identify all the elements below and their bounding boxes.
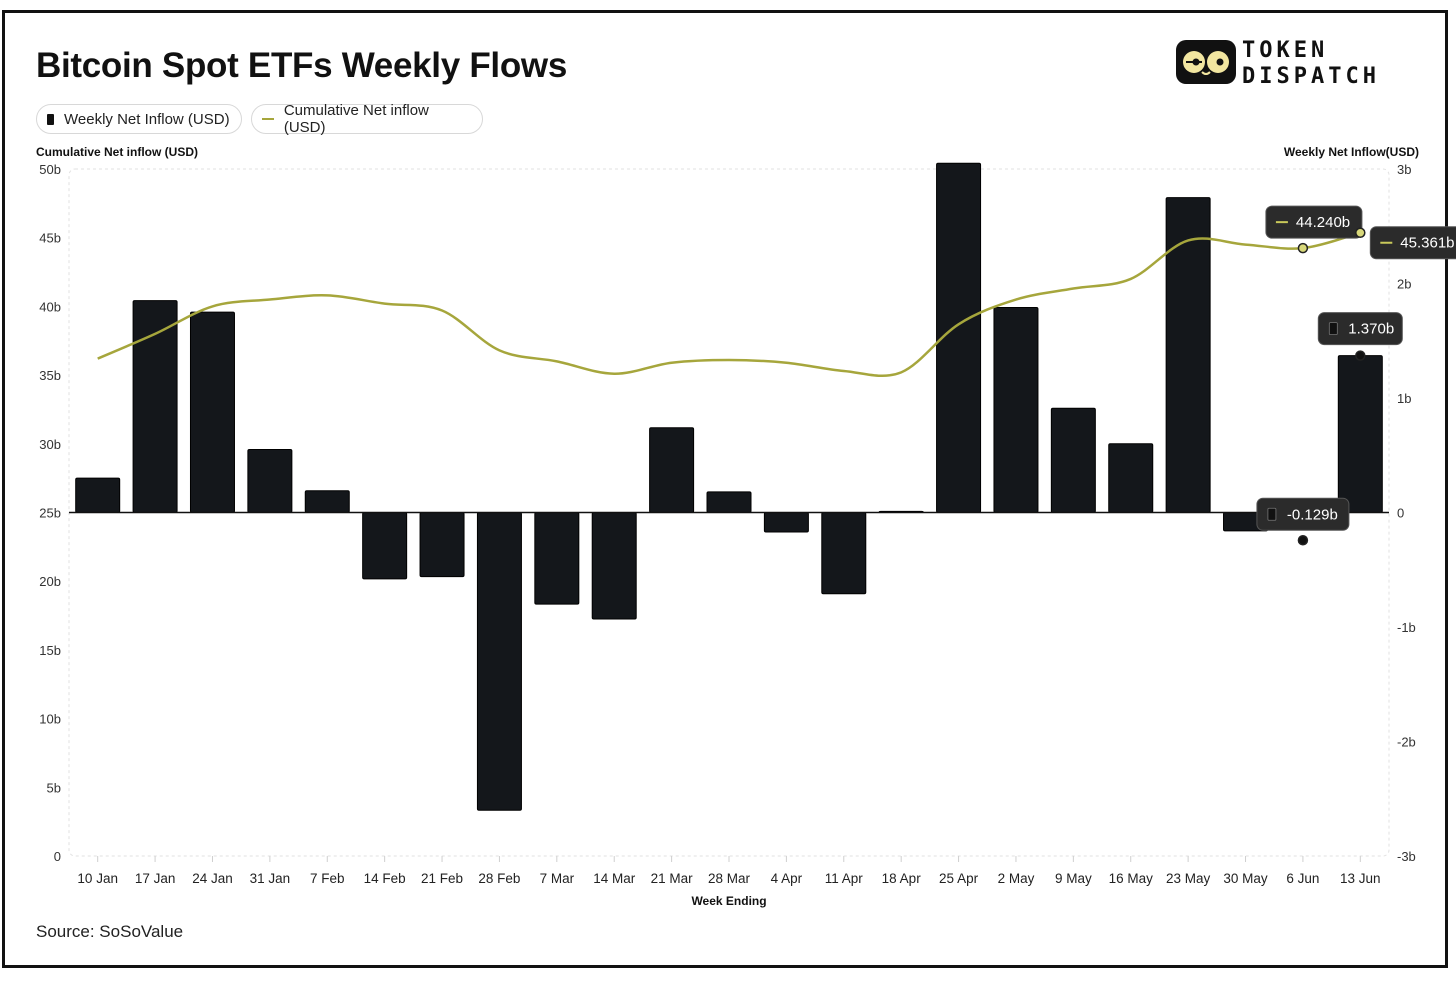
tooltip-label: -0.129b xyxy=(1287,506,1338,523)
tooltip-weekly: 1.370b xyxy=(1317,312,1403,361)
x-tick-label: 28 Feb xyxy=(478,871,520,886)
right-tick-label: 3b xyxy=(1397,162,1411,177)
x-axis-title: Week Ending xyxy=(691,894,766,908)
x-tick-label: 16 May xyxy=(1109,871,1154,886)
x-tick-label: 17 Jan xyxy=(135,871,176,886)
left-tick-label: 45b xyxy=(39,231,61,246)
bar-23-may xyxy=(1165,197,1211,513)
right-tick-label: 1b xyxy=(1397,391,1411,406)
bar-11-apr xyxy=(821,512,867,595)
tooltip-marker xyxy=(1297,242,1309,254)
bar-16-may xyxy=(1108,443,1154,513)
x-tick-label: 7 Feb xyxy=(310,871,345,886)
legend-label-weekly: Weekly Net Inflow (USD) xyxy=(64,110,230,128)
tooltip-marker xyxy=(1355,350,1366,361)
source-note: Source: SoSoValue xyxy=(36,922,184,941)
left-tick-label: 20b xyxy=(39,574,61,589)
tooltip-marker xyxy=(1297,535,1309,546)
token-dispatch-logo: TOKEN DISPATCH xyxy=(1176,38,1416,90)
left-tick-label: 25b xyxy=(39,506,61,521)
x-tick-label: 28 Mar xyxy=(708,871,751,886)
bar-2-may xyxy=(993,307,1039,514)
x-tick-label: 10 Jan xyxy=(77,871,118,886)
right-tick-label: -1b xyxy=(1397,620,1416,635)
x-tick-label: 2 May xyxy=(998,871,1035,886)
x-tick-label: 25 Apr xyxy=(939,871,979,886)
tooltip-marker xyxy=(1355,227,1366,238)
bar-7-feb xyxy=(304,490,350,513)
bar-24-jan xyxy=(189,311,235,513)
bar-14-mar xyxy=(591,512,637,620)
logo-eyes-icon xyxy=(1176,40,1236,84)
x-tick-label: 30 May xyxy=(1223,871,1268,886)
left-tick-label: 5b xyxy=(47,780,61,795)
bar-9-may xyxy=(1050,407,1096,513)
left-tick-label: 40b xyxy=(39,299,61,314)
legend-item-cumulative[interactable]: Cumulative Net inflow (USD) xyxy=(251,102,483,136)
left-tick-label: 35b xyxy=(39,368,61,383)
x-tick-label: 11 Apr xyxy=(825,871,864,886)
right-tick-label: -3b xyxy=(1397,849,1416,864)
x-tick-label: 18 Apr xyxy=(882,871,922,886)
x-tick-label: 4 Apr xyxy=(771,871,803,886)
logo-line-2: DISPATCH xyxy=(1242,64,1380,89)
x-tick-label: 23 May xyxy=(1166,871,1211,886)
x-tick-label: 14 Mar xyxy=(593,871,636,886)
x-tick-label: 31 Jan xyxy=(250,871,291,886)
bar-28-mar xyxy=(706,491,752,514)
left-axis-title: Cumulative Net inflow (USD) xyxy=(36,145,199,159)
legend-bar-swatch xyxy=(47,113,54,125)
right-tick-label: 2b xyxy=(1397,277,1411,292)
tooltip-box xyxy=(1265,205,1363,239)
tooltip-label: 44.240b xyxy=(1296,214,1350,231)
right-tick-label: 0 xyxy=(1397,506,1404,521)
tooltip-cumulative: 44.240b xyxy=(1265,205,1363,254)
bar-17-jan xyxy=(132,300,178,513)
x-tick-label: 13 Jun xyxy=(1340,871,1381,886)
legend-item-weekly[interactable]: Weekly Net Inflow (USD) xyxy=(36,104,242,134)
x-tick-label: 14 Feb xyxy=(364,871,406,886)
tooltip-label: 45.361b xyxy=(1400,235,1454,252)
left-tick-label: 10b xyxy=(39,712,61,727)
tooltip-weekly: -0.129b xyxy=(1256,497,1350,546)
tooltip-box xyxy=(1317,312,1403,346)
right-tick-label: -2b xyxy=(1397,735,1416,750)
tooltip-box xyxy=(1369,226,1456,260)
bar-21-feb xyxy=(419,512,465,578)
left-tick-label: 30b xyxy=(39,437,61,452)
bar-31-jan xyxy=(247,449,293,513)
x-tick-label: 6 Jun xyxy=(1286,871,1319,886)
bar-14-feb xyxy=(362,512,408,580)
x-tick-label: 24 Jan xyxy=(192,871,233,886)
logo-wordmark: TOKEN DISPATCH xyxy=(1242,38,1380,90)
x-tick-label: 21 Mar xyxy=(651,871,694,886)
x-tick-label: 21 Feb xyxy=(421,871,463,886)
chart-title: Bitcoin Spot ETFs Weekly Flows xyxy=(36,46,567,85)
tooltip-bar-swatch xyxy=(1267,507,1277,521)
tooltip-bar-swatch xyxy=(1328,322,1338,336)
bar-4-apr xyxy=(763,512,809,533)
left-tick-label: 50b xyxy=(39,162,61,177)
logo-line-1: TOKEN xyxy=(1242,38,1329,63)
bar-21-mar xyxy=(649,427,695,513)
legend-label-cumulative: Cumulative Net inflow (USD) xyxy=(283,102,429,136)
right-axis-title: Weekly Net Inflow(USD) xyxy=(1283,145,1419,159)
left-tick-label: 15b xyxy=(39,643,61,658)
left-tick-label: 0 xyxy=(54,849,61,864)
legend-line-swatch xyxy=(262,118,274,120)
cumulative-line xyxy=(97,231,1361,378)
tooltip-cumulative: 45.361b xyxy=(1355,226,1456,260)
bar-7-mar xyxy=(534,512,580,605)
tooltip-box xyxy=(1256,497,1350,531)
bar-28-feb xyxy=(476,512,522,811)
bar-10-jan xyxy=(75,477,121,513)
bar-13-jun xyxy=(1337,355,1383,514)
tooltip-label: 1.370b xyxy=(1348,321,1394,338)
x-tick-label: 9 May xyxy=(1055,871,1092,886)
x-tick-label: 7 Mar xyxy=(540,871,575,886)
